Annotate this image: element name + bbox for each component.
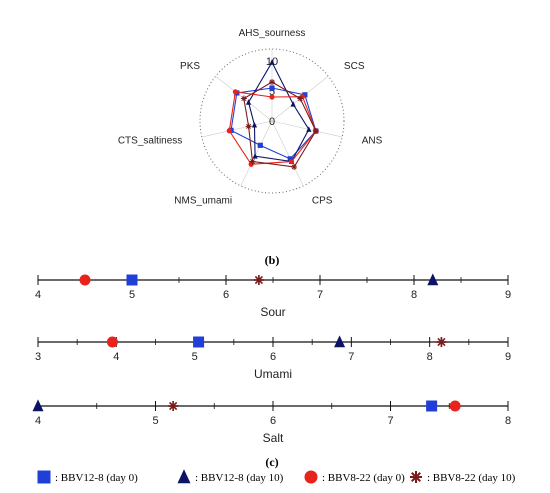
radar-axis-label-scs: SCS (344, 61, 365, 72)
scale-tick-label-umami-4: 4 (113, 351, 119, 363)
scale-point-umami-bbv12-8-day-10 (334, 335, 346, 348)
scale-point-umami-bbv8-22-day-0 (106, 336, 118, 348)
scale-tick-label-umami-8: 8 (427, 351, 433, 363)
scale-salt: 4 5 6 7 8 Salt (32, 399, 511, 445)
radar-spoke-ans (271, 120, 343, 138)
legend-label-bbv8-22-day-10: : BBV8-22 (day 10) (427, 472, 516, 484)
radar-series-bbv12-8-day-10 (247, 61, 310, 163)
legend-marker-bbv12-8-day-10 (177, 469, 191, 484)
legend-label-bbv12-8-day-10: : BBV12-8 (day 10) (195, 472, 284, 484)
scale-axis-label-salt: Salt (263, 431, 284, 445)
scale-tick-label-salt-6: 6 (270, 415, 276, 427)
radar-point-bbv8-22-day-10-nms-umami (249, 158, 256, 165)
radar-axis-label-nms-umami: NMS_umami (174, 195, 232, 206)
scale-point-salt-bbv12-8-day-10 (32, 399, 44, 412)
radar-point-bbv12-8-day-0-nms-umami (257, 142, 263, 148)
radar-point-bbv12-8-day-10-nms-umami (252, 153, 258, 159)
scale-axis-label-sour: Sour (260, 305, 285, 319)
legend-marker-bbv12-8-day-0 (37, 470, 51, 484)
scale-tick-label-umami-5: 5 (192, 351, 198, 363)
one-dimensional-scales: 4 5 6 7 8 9 Sour 3 4 5 6 7 8 9 Umami 4 5 6 7 8 Salt (32, 273, 511, 445)
legend-marker-bbv8-22-day-0 (304, 470, 318, 484)
radar-point-bbv12-8-day-10-pks (245, 99, 252, 105)
legend-marker-bbv8-22-day-10 (410, 471, 422, 483)
scale-axis-label-umami: Umami (254, 367, 292, 381)
radar-point-bbv12-8-day-0-ahs-sourness (269, 85, 275, 91)
radar-point-bbv12-8-day-10-ans (306, 126, 312, 132)
legend-label-bbv8-22-day-0: : BBV8-22 (day 0) (322, 472, 405, 484)
caption-b: (b) (265, 253, 280, 267)
scale-tick-label-sour-8: 8 (411, 289, 417, 301)
caption-c: (c) (265, 455, 278, 469)
radar-point-bbv8-22-day-0-cts-saltiness (226, 128, 232, 134)
radar-series-bbv12-8-day-0 (230, 87, 317, 160)
radar-axis-label-ans: ANS (362, 136, 383, 147)
legend-entry-bbv8-22-day-0: : BBV8-22 (day 0) (304, 470, 405, 484)
scale-tick-label-umami-3: 3 (35, 351, 41, 363)
radar-point-bbv8-22-day-0-pks (232, 89, 239, 95)
radar-point-bbv8-22-day-0-ahs-sourness (269, 94, 275, 100)
radar-spoke-cps (271, 120, 304, 186)
radar-ring-label-0: 0 (269, 116, 275, 128)
radar-point-bbv12-8-day-0-cps (287, 156, 293, 162)
scale-tick-label-sour-7: 7 (317, 289, 323, 301)
radar-axis-label-pks: PKS (180, 61, 200, 72)
scale-umami: 3 4 5 6 7 8 9 Umami (35, 335, 511, 381)
radar-outer-ring (199, 48, 345, 194)
radar-series-bbv8-22-day-10 (243, 81, 317, 168)
scale-point-sour-bbv12-8-day-0 (126, 274, 138, 286)
radar-axis-label-cts-saltiness: CTS_saltiness (118, 136, 182, 147)
scale-point-umami-bbv8-22-day-10 (436, 337, 447, 347)
radar-point-bbv8-22-day-10-cps (291, 163, 298, 170)
radar-point-bbv8-22-day-0-cps (288, 158, 295, 165)
scale-tick-label-sour-9: 9 (505, 289, 511, 301)
scale-point-salt-bbv12-8-day-0 (426, 400, 438, 412)
scale-tick-label-salt-4: 4 (35, 415, 41, 427)
radar-axis-label-ahs-sourness: AHS_sourness (239, 28, 306, 39)
scale-sour: 4 5 6 7 8 9 Sour (35, 273, 511, 319)
radar-spoke-cts-saltiness (201, 120, 273, 138)
radar-point-bbv12-8-day-0-scs (302, 92, 308, 98)
radar-series-bbv8-22-day-0 (228, 91, 317, 165)
scale-tick-label-umami-7: 7 (348, 351, 354, 363)
radar-point-bbv8-22-day-10-scs (297, 95, 304, 102)
legend-entry-bbv12-8-day-10: : BBV12-8 (day 10) (177, 469, 284, 484)
scale-point-sour-bbv12-8-day-10 (427, 273, 439, 286)
legend-entry-bbv8-22-day-10: : BBV8-22 (day 10) (410, 471, 516, 484)
scale-tick-label-salt-7: 7 (387, 415, 393, 427)
scale-point-sour-bbv8-22-day-0 (79, 274, 91, 286)
scale-point-umami-bbv12-8-day-0 (193, 336, 205, 348)
radar-spoke-nms-umami (240, 120, 273, 186)
radar-chart: 0510AHS_sournessSCSANSCPSNMS_umamiCTS_sa… (118, 28, 383, 206)
scale-tick-label-umami-6: 6 (270, 351, 276, 363)
radar-ring-label-5: 5 (269, 86, 275, 98)
radar-point-bbv8-22-day-10-pks (240, 95, 247, 102)
radar-point-bbv12-8-day-10-cts-saltiness (251, 121, 258, 128)
scale-point-salt-bbv8-22-day-0 (449, 400, 461, 412)
scale-point-salt-bbv8-22-day-10 (168, 401, 179, 411)
radar-point-bbv12-8-day-10-ahs-sourness (269, 59, 275, 65)
scale-point-sour-bbv8-22-day-10 (253, 275, 264, 285)
radar-point-bbv12-8-day-10-scs (290, 101, 296, 107)
legend-entry-bbv12-8-day-0: : BBV12-8 (day 0) (37, 470, 138, 484)
scale-tick-label-sour-5: 5 (129, 289, 135, 301)
scale-tick-label-salt-5: 5 (152, 415, 158, 427)
radar-point-bbv8-22-day-10-ahs-sourness (269, 79, 275, 85)
legend: : BBV12-8 (day 0) : BBV12-8 (day 10) : BBV… (37, 469, 516, 484)
legend-label-bbv12-8-day-0: : BBV12-8 (day 0) (55, 472, 138, 484)
scale-tick-label-salt-8: 8 (505, 415, 511, 427)
scale-tick-label-sour-4: 4 (35, 289, 41, 301)
scale-tick-label-sour-6: 6 (223, 289, 229, 301)
radar-axis-label-cps: CPS (312, 195, 333, 206)
radar-point-bbv8-22-day-10-cts-saltiness (245, 123, 252, 130)
radar-point-bbv8-22-day-10-ans (312, 128, 319, 135)
scale-tick-label-umami-9: 9 (505, 351, 511, 363)
